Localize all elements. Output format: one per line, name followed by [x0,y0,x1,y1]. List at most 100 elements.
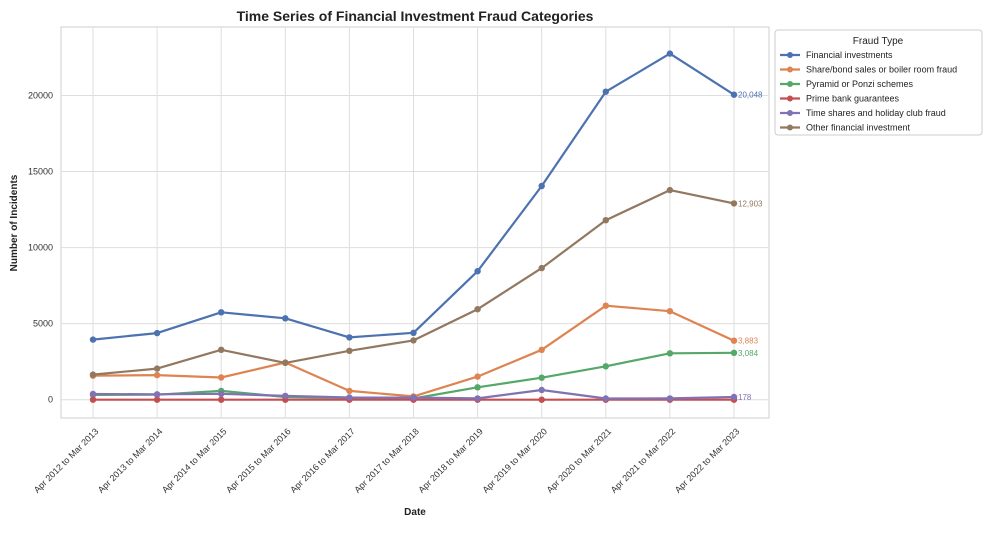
data-point [282,359,289,367]
y-axis-ticks: 0 5000 10000 15000 20000 [28,90,53,404]
y-tick-label: 15000 [28,167,53,177]
legend-marker [787,66,793,73]
data-point [730,91,738,98]
data-point [410,329,417,336]
data-point [730,337,738,344]
data-point [538,346,545,353]
x-tick-label: Apr 2021 to Mar 2022 [609,426,678,495]
data-point [89,396,97,403]
end-value-label: 12,903 [738,199,763,208]
data-point [602,363,609,370]
data-point [218,374,225,381]
data-point [602,88,609,95]
data-point [666,50,674,57]
x-tick-label: Apr 2022 to Mar 2023 [673,426,742,495]
data-point [474,395,481,402]
data-point [666,308,674,315]
data-point [346,387,353,395]
data-point [474,384,481,391]
data-point [666,350,674,357]
data-point [218,346,225,353]
data-point [218,309,225,316]
legend-title: Fraud Type [853,36,904,47]
x-axis-label: Date [404,507,426,518]
data-point [538,182,545,190]
data-point [89,336,97,343]
data-point [218,396,225,403]
legend-marker [787,124,793,131]
series-layer: 20,048 3,883 3,084 178 12,903 [89,50,763,403]
x-tick-label: Apr 2015 to Mar 2016 [224,426,293,495]
end-value-label: 178 [738,393,752,402]
plot-area [60,26,770,419]
x-tick-label: Apr 2017 to Mar 2018 [352,426,421,495]
series-group: 20,048 [89,50,763,343]
data-point [474,268,481,275]
legend-marker [787,95,793,102]
data-point [410,394,417,401]
legend-entry: Financial investments [780,50,893,60]
end-value-label: 3,084 [738,349,759,358]
data-point [346,394,353,401]
legend-label: Share/bond sales or boiler room fraud [806,65,957,75]
data-point [538,396,545,403]
x-tick-label: Apr 2019 to Mar 2020 [480,426,549,495]
data-point [346,334,353,341]
legend-label: Other financial investment [806,123,911,133]
legend-label: Pyramid or Ponzi schemes [806,79,914,89]
data-point [602,302,609,309]
data-point [538,374,545,381]
data-point [153,365,161,372]
x-tick-label: Apr 2016 to Mar 2017 [288,426,357,495]
data-point [153,396,161,403]
data-point [153,329,161,337]
y-tick-label: 10000 [28,243,53,253]
data-point [346,347,353,354]
data-point [153,371,161,379]
x-tick-label: Apr 2020 to Mar 2021 [545,426,614,495]
y-tick-label: 0 [48,395,53,405]
legend-entry: Time shares and holiday club fraud [780,108,946,118]
series-group: 178 [89,386,752,402]
data-point [410,337,417,344]
legend-box [774,29,983,136]
data-point [153,391,161,398]
legend-entry: Other financial investment [780,123,911,133]
end-value-label: 3,883 [738,337,759,346]
data-point [474,306,481,313]
legend-marker [787,52,793,58]
data-point [89,390,97,398]
data-point [666,186,674,194]
data-point [730,200,738,207]
legend-label: Prime bank guarantees [806,94,900,104]
data-point [89,371,97,378]
series-group: 12,903 [89,186,763,378]
legend: Fraud Type Financial investments Share/bo… [774,29,983,136]
legend-entry: Prime bank guarantees [780,94,900,104]
data-point [218,390,225,397]
data-point [538,386,545,394]
legend-marker [787,110,793,116]
data-point [730,393,738,401]
end-value-label: 20,048 [738,91,763,100]
x-tick-label: Apr 2012 to Mar 2013 [32,426,101,495]
data-point [602,395,609,402]
y-tick-label: 5000 [33,319,53,329]
y-axis-label: Number of Incidents [9,174,20,271]
legend-marker [787,81,793,87]
data-point [474,373,481,380]
data-point [602,217,609,224]
legend-label: Financial investments [806,50,893,60]
x-tick-label: Apr 2018 to Mar 2019 [416,426,485,495]
legend-entry: Pyramid or Ponzi schemes [780,79,914,89]
chart-title: Time Series of Financial Investment Frau… [237,8,594,24]
x-tick-label: Apr 2013 to Mar 2014 [96,426,165,495]
data-point [538,264,545,272]
x-tick-label: Apr 2014 to Mar 2015 [160,426,229,495]
legend-label: Time shares and holiday club fraud [806,108,946,118]
legend-entry: Share/bond sales or boiler room fraud [780,65,957,75]
data-point [282,315,289,322]
